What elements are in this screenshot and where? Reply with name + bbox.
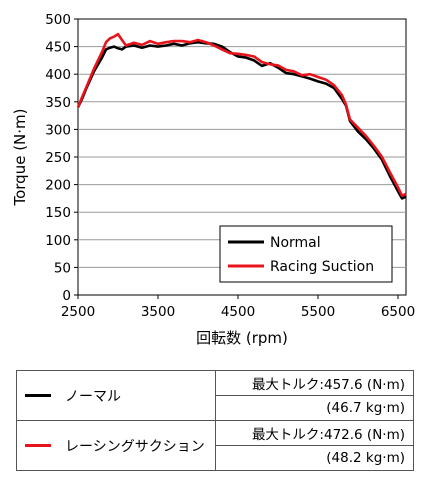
y-tick-label: 0 — [62, 288, 71, 304]
torque-chart: 0 50 100 150 200 250 300 350 400 450 500 2500 3500 4… — [11, 12, 415, 347]
series-lines — [76, 32, 407, 200]
y-tick-label: 200 — [45, 178, 71, 194]
x-tick-label: 5500 — [301, 304, 335, 320]
x-tick-label: 6500 — [381, 304, 415, 320]
legend-label-racing-suction: Racing Suction — [270, 259, 374, 275]
legend-line-icon — [25, 444, 51, 447]
series-line-racing-suction — [76, 32, 407, 197]
kgm-cell: (46.7 kg·m) — [215, 395, 414, 421]
spec-table: ノーマル 最大トルク:457.6 (N·m) (46.7 kg·m) レーシング… — [16, 370, 414, 471]
row-name-cell: レーシングサクション — [16, 420, 216, 471]
x-axis-ticks: 2500 3500 4500 5500 6500 — [61, 295, 415, 320]
table-row: レーシングサクション 最大トルク:472.6 (N·m) — [16, 420, 414, 471]
y-axis-title: Torque (N·m) — [11, 108, 29, 206]
row-name: レーシングサクション — [65, 438, 205, 455]
y-tick-label: 450 — [45, 40, 71, 56]
y-axis-ticks: 0 50 100 150 200 250 300 350 400 450 500 — [45, 12, 78, 304]
x-tick-label: 3500 — [141, 304, 175, 320]
legend-line-icon — [25, 394, 51, 397]
legend-box — [219, 225, 393, 283]
y-tick-label: 350 — [45, 95, 71, 111]
row-name-cell: ノーマル — [16, 370, 216, 421]
table-row: ノーマル 最大トルク:457.6 (N·m) — [16, 370, 414, 421]
legend-label-normal: Normal — [270, 235, 321, 251]
table-row: (48.2 kg·m) — [17, 445, 414, 471]
max-torque-cell: 最大トルク:472.6 (N·m) — [215, 420, 414, 446]
x-axis-title: 回転数 (rpm) — [196, 329, 288, 347]
y-tick-label: 50 — [54, 260, 71, 276]
row-name: ノーマル — [65, 388, 121, 405]
max-torque-cell: 最大トルク:457.6 (N·m) — [215, 370, 414, 396]
kgm-cell: (48.2 kg·m) — [215, 445, 414, 471]
y-tick-label: 400 — [45, 67, 71, 83]
x-tick-label: 4500 — [221, 304, 255, 320]
y-tick-label: 250 — [45, 150, 71, 166]
x-tick-label: 2500 — [61, 304, 95, 320]
table-row: (46.7 kg·m) — [17, 395, 414, 421]
legend: Normal Racing Suction — [219, 225, 393, 283]
y-tick-label: 150 — [45, 205, 71, 221]
y-tick-label: 100 — [45, 233, 71, 249]
y-tick-label: 300 — [45, 122, 71, 138]
y-tick-label: 500 — [45, 12, 71, 28]
